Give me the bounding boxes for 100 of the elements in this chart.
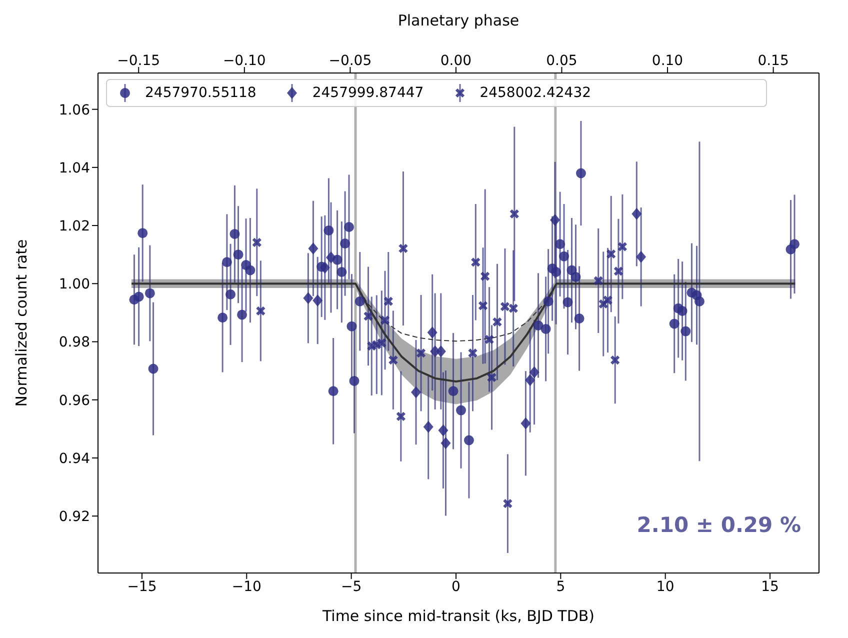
point	[492, 316, 502, 327]
point	[613, 266, 624, 276]
point	[559, 251, 570, 262]
point	[529, 366, 540, 378]
point	[464, 435, 474, 446]
legend-label: 2458002.42432	[480, 85, 592, 101]
point	[396, 411, 406, 422]
point	[456, 405, 466, 416]
point	[593, 276, 604, 286]
point	[574, 313, 584, 324]
y-tick-label: 1.04	[58, 160, 90, 176]
y-tick-label: 1.06	[58, 102, 90, 118]
point	[533, 320, 544, 330]
point	[411, 386, 421, 398]
point	[138, 228, 148, 238]
point	[340, 238, 350, 249]
x-tick-label: 15	[761, 578, 779, 595]
point	[576, 168, 586, 178]
x-axis-title: Time since mid-transit (ks, BJD TDB)	[321, 607, 595, 625]
point	[230, 228, 240, 239]
x2-tick-label: 0.10	[652, 53, 684, 69]
point	[427, 326, 438, 338]
point	[632, 208, 642, 220]
point	[237, 310, 248, 320]
x-tick-label: 0	[452, 578, 460, 595]
point	[438, 424, 448, 436]
point	[256, 306, 266, 316]
point	[440, 437, 451, 450]
point	[226, 289, 236, 300]
point	[790, 239, 800, 250]
point	[478, 300, 488, 311]
point	[245, 265, 256, 276]
y-tick-label: 1.00	[58, 276, 90, 293]
point	[222, 257, 232, 268]
x-tick-label: 5	[556, 578, 566, 595]
x2-tick-label: −0.10	[222, 53, 266, 69]
point	[349, 376, 360, 386]
point	[363, 311, 374, 322]
y-tick-label: 0.96	[58, 392, 90, 409]
point	[144, 288, 155, 298]
point	[484, 334, 494, 344]
point	[448, 386, 458, 396]
point	[344, 222, 354, 232]
point	[562, 297, 573, 308]
y-tick-label: 0.98	[58, 334, 90, 351]
point	[218, 312, 228, 323]
x-tick-label: −10	[232, 578, 262, 595]
point	[468, 348, 478, 358]
point	[312, 294, 323, 306]
point	[606, 249, 616, 259]
point	[328, 386, 338, 396]
point	[502, 498, 513, 509]
y-tick-label: 0.92	[58, 509, 90, 526]
point	[252, 237, 262, 248]
annotation: 2.10 ± 0.29 %	[636, 513, 801, 537]
x2-tick-label: −0.05	[328, 53, 372, 69]
point	[324, 225, 334, 236]
point	[233, 250, 244, 260]
point	[486, 372, 497, 382]
point	[148, 364, 158, 374]
point	[320, 262, 330, 274]
x2-tick-label: −0.15	[117, 53, 160, 69]
x2-tick-label: 0.05	[546, 53, 578, 69]
point	[677, 306, 688, 316]
legend-label: 2457970.55118	[145, 85, 256, 101]
point	[388, 355, 398, 366]
point	[308, 242, 318, 254]
point	[570, 272, 581, 282]
point	[134, 292, 144, 302]
point	[326, 251, 336, 264]
point	[416, 348, 426, 358]
x2-tick-label: 0.15	[758, 53, 789, 69]
y-tick-label: 1.02	[58, 218, 90, 234]
point	[540, 324, 551, 334]
point	[336, 267, 347, 278]
y-axis-title: Normalized count rate	[12, 239, 30, 407]
point	[520, 417, 531, 430]
point	[680, 326, 691, 336]
point	[470, 257, 481, 268]
x-tick-label: −5	[340, 578, 362, 595]
point	[555, 239, 566, 250]
point	[636, 250, 646, 263]
x-tick-label: 10	[656, 578, 674, 595]
point	[480, 271, 490, 282]
point	[436, 345, 446, 358]
x2-axis-title: Planetary phase	[398, 12, 520, 30]
point	[694, 296, 704, 306]
point	[543, 296, 554, 306]
point	[525, 374, 536, 386]
legend-label: 2457999.87447	[312, 85, 424, 101]
point	[398, 243, 408, 254]
point	[346, 321, 357, 332]
point	[423, 420, 434, 433]
point	[550, 214, 560, 226]
point	[617, 242, 628, 252]
point	[551, 267, 562, 278]
point	[303, 292, 314, 304]
point	[383, 296, 394, 306]
x-tick-label: −15	[127, 578, 157, 595]
point	[509, 208, 520, 219]
